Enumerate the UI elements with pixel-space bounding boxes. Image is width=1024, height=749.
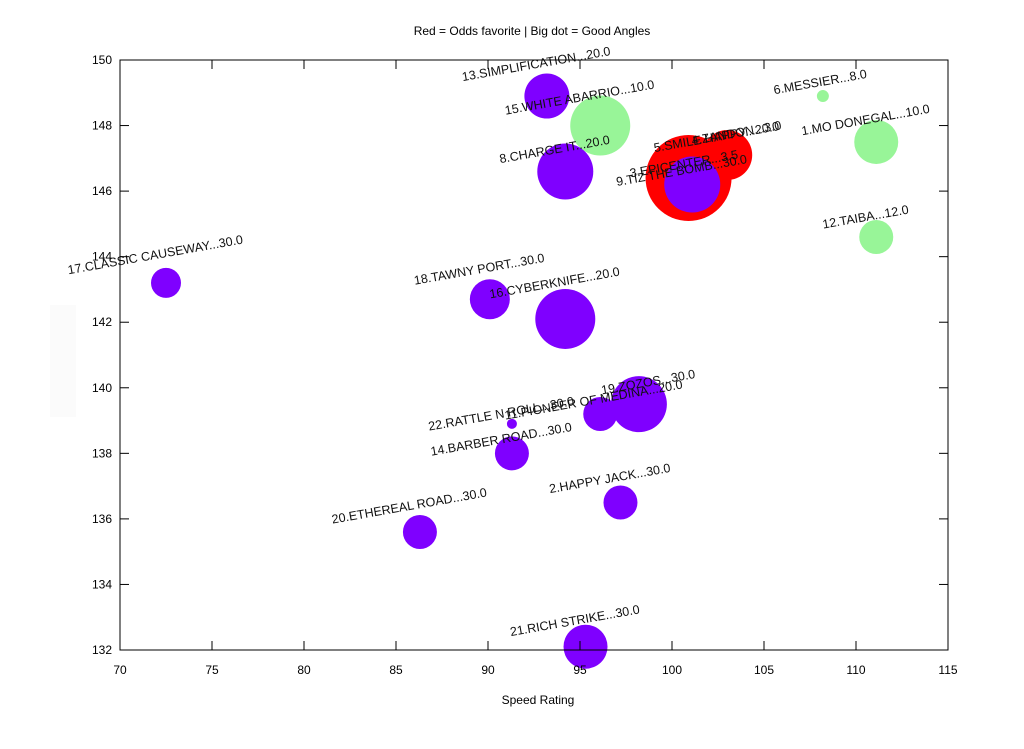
y-tick-label: 134 — [92, 577, 112, 591]
data-point — [610, 376, 667, 433]
data-point — [816, 90, 829, 103]
x-tick-label: 80 — [297, 663, 311, 677]
data-point — [494, 436, 529, 471]
y-tick-label: 138 — [92, 446, 112, 460]
y-tick-label: 132 — [92, 643, 112, 657]
data-point — [402, 515, 437, 549]
data-point — [603, 485, 638, 520]
x-tick-label: 95 — [573, 663, 587, 677]
plot-frame — [119, 59, 949, 651]
data-point — [854, 119, 899, 164]
x-tick-label: 105 — [754, 663, 774, 677]
y-tick-label: 146 — [92, 184, 112, 198]
x-tick-label: 100 — [662, 663, 682, 677]
y-tick-label: 140 — [92, 381, 112, 395]
chart-title: Red = Odds favorite | Big dot = Good Ang… — [414, 24, 651, 38]
y-tick-label: 150 — [92, 53, 112, 67]
data-point — [563, 624, 608, 669]
y-tick-label: 136 — [92, 512, 112, 526]
data-point — [570, 95, 631, 156]
y-tick-label: 142 — [92, 315, 112, 329]
x-tick-label: 85 — [389, 663, 403, 677]
x-tick-label: 70 — [113, 663, 127, 677]
data-point — [859, 220, 894, 254]
data-point — [537, 143, 594, 200]
data-point — [583, 397, 618, 431]
x-tick-label: 115 — [938, 663, 957, 677]
data-point — [524, 73, 570, 119]
data-point — [151, 267, 181, 298]
x-tick-label: 110 — [846, 663, 865, 677]
x-axis-label: Speed Rating — [502, 693, 575, 707]
data-point — [535, 288, 596, 349]
x-tick-label: 75 — [205, 663, 219, 677]
data-point — [664, 156, 721, 213]
x-tick-label: 90 — [481, 663, 495, 677]
y-tick-label: 144 — [92, 250, 112, 264]
data-point — [469, 279, 510, 320]
background-artifact — [50, 305, 76, 417]
data-point — [506, 418, 517, 429]
y-tick-label: 148 — [92, 119, 112, 133]
